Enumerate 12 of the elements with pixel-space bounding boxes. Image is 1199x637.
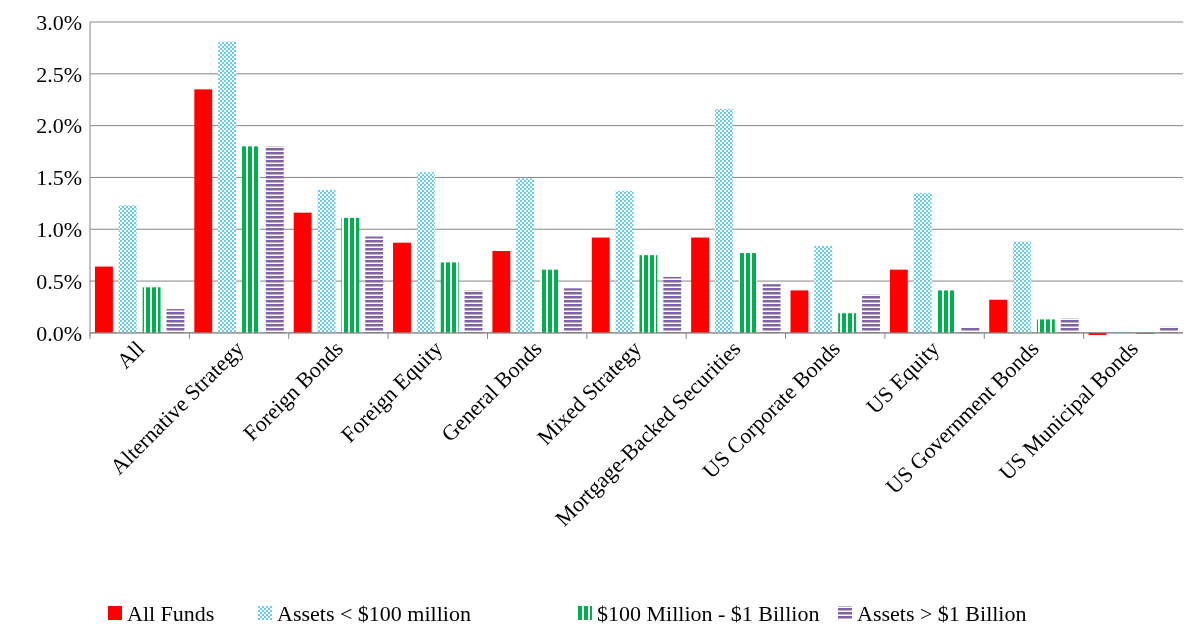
legend-label: $100 Million - $1 Billion: [597, 601, 820, 626]
y-tick-label: 0.0%: [36, 320, 82, 346]
y-tick-label: 1.5%: [36, 165, 82, 191]
y-tick-label: 0.5%: [36, 268, 82, 294]
legend-label: All Funds: [127, 601, 215, 626]
legend-label: Assets < $100 million: [277, 601, 471, 626]
y-tick-label: 2.0%: [36, 113, 82, 139]
y-tick-label: 2.5%: [36, 61, 82, 87]
legend-label: Assets > $1 Billion: [857, 601, 1027, 626]
x-tick-label: All: [111, 335, 150, 374]
y-tick-label: 1.0%: [36, 216, 82, 242]
y-tick-label: 3.0%: [36, 9, 82, 35]
